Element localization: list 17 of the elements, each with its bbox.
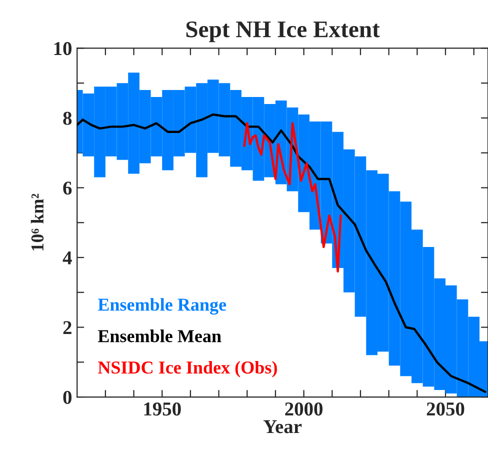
y-axis-title: 10⁶ km² [30, 194, 44, 250]
y-tick-label: 2 [63, 321, 72, 334]
x-tick-label: 2000 [285, 402, 323, 416]
y-tick-label: 6 [63, 182, 72, 195]
x-tick-label: 2050 [426, 402, 464, 416]
x-tick-label: 1950 [144, 402, 181, 416]
x-axis-title: Year [263, 420, 302, 434]
text: NSIDC Ice Index (Obs) [98, 360, 277, 378]
text: Ensemble Mean [98, 330, 222, 342]
line-series [77, 113, 486, 393]
line-series [243, 122, 342, 273]
y-tick-label: 10 [54, 42, 72, 56]
y-tick-label: 8 [63, 112, 72, 125]
y-tick-label: 0 [63, 390, 72, 404]
text: Ensemble Range [98, 298, 226, 315]
chart-title: Sept NH Ice Extent [186, 21, 380, 42]
y-tick-label: 4 [62, 251, 72, 264]
